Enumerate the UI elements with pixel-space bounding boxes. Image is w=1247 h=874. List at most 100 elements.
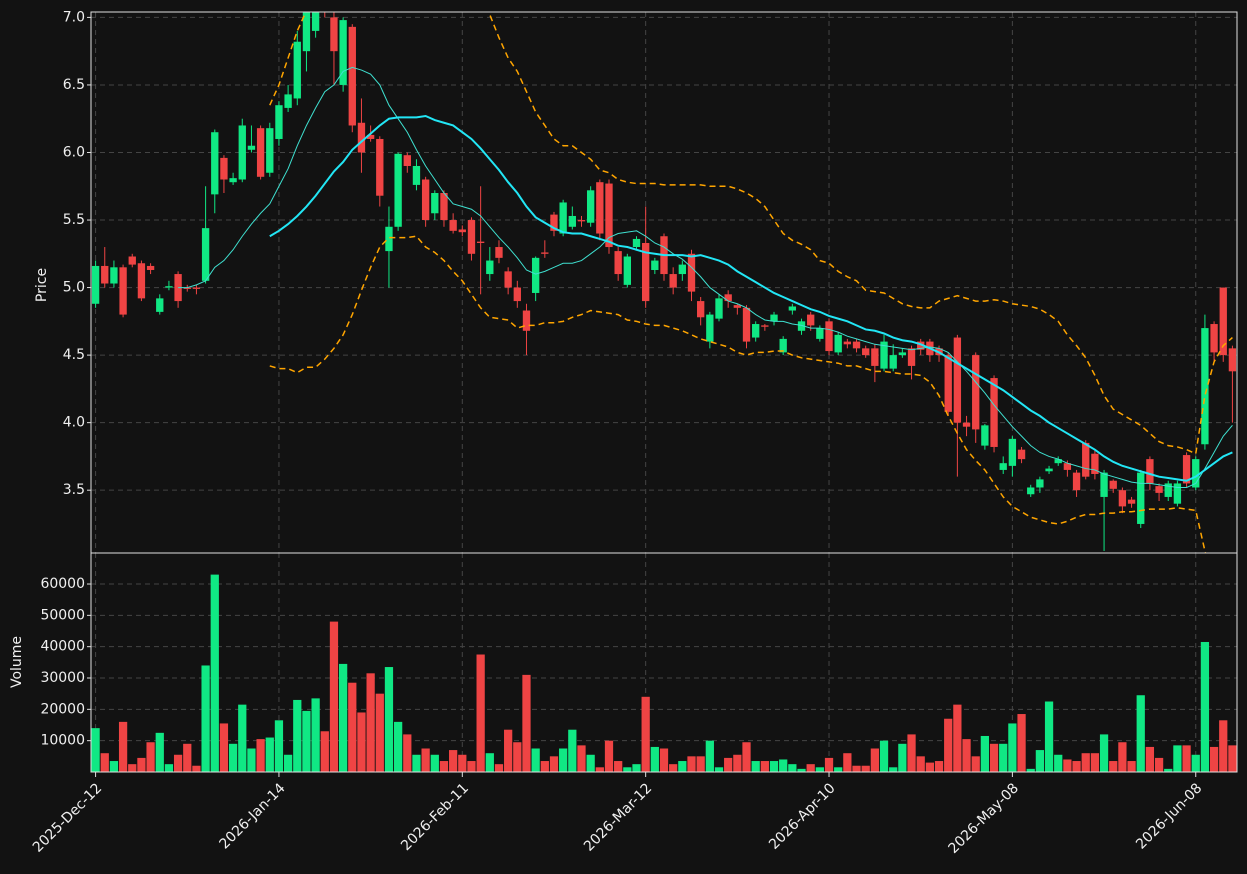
candle-body xyxy=(697,301,705,318)
candle-body xyxy=(1109,480,1117,489)
volume-bar xyxy=(944,718,953,772)
candle-body xyxy=(962,422,971,427)
y-tick-label: 4.5 xyxy=(63,347,85,363)
candle-body xyxy=(440,193,448,221)
y-tick-label: 50000 xyxy=(40,607,85,623)
candle-body xyxy=(541,252,549,254)
volume-bar xyxy=(559,748,568,772)
volume-bar xyxy=(659,748,669,772)
volume-bar xyxy=(238,704,247,772)
volume-bar xyxy=(641,696,650,772)
candle-body xyxy=(412,165,421,185)
volume-bar xyxy=(137,757,146,772)
volume-bar xyxy=(1228,745,1237,772)
volume-bar xyxy=(852,765,861,772)
volume-bar xyxy=(522,674,531,772)
candle-body xyxy=(504,271,512,288)
candle-body xyxy=(192,287,201,289)
candle-body xyxy=(816,328,824,339)
candle-body xyxy=(266,128,274,173)
candle-body xyxy=(431,193,439,214)
y-tick-label: 5.0 xyxy=(63,280,85,296)
volume-bar xyxy=(623,767,632,772)
volume-bar xyxy=(1072,761,1081,772)
volume-bar xyxy=(632,764,641,772)
volume-bar xyxy=(1063,759,1072,772)
volume-bar xyxy=(274,720,284,772)
volume-bar xyxy=(861,765,870,772)
line-series xyxy=(178,66,1233,488)
candle-body xyxy=(834,334,842,353)
volume-bar xyxy=(531,748,540,772)
candle-body xyxy=(458,229,466,233)
candle-body xyxy=(669,274,677,288)
candle-body xyxy=(586,190,595,223)
volume-bar xyxy=(1099,734,1109,772)
volume-bar xyxy=(100,753,109,772)
line-series xyxy=(269,114,1233,482)
y-tick-label: 6.5 xyxy=(63,77,85,93)
volume-bar xyxy=(338,663,348,772)
candle-body xyxy=(596,182,604,234)
volume-bar xyxy=(1109,761,1118,772)
candle-body xyxy=(467,220,476,254)
candle-body xyxy=(1063,463,1072,470)
candle-body xyxy=(146,265,155,271)
volume-bar xyxy=(1054,754,1063,772)
candle-body xyxy=(944,355,952,412)
candle-body xyxy=(907,348,916,366)
volume-bar xyxy=(824,757,834,772)
candle-body xyxy=(339,20,347,85)
volume-bar xyxy=(173,754,183,772)
candle-body xyxy=(1082,442,1090,477)
volume-bar xyxy=(879,740,889,772)
volume-bar xyxy=(586,754,595,772)
volume-bar xyxy=(384,667,394,772)
candle-body xyxy=(761,325,769,327)
candle-body xyxy=(917,341,925,350)
volume-bar xyxy=(797,768,806,772)
volume-bar xyxy=(1017,714,1026,772)
candle-body xyxy=(550,214,558,231)
candle-body xyxy=(165,286,173,288)
candle-body xyxy=(366,134,375,139)
volume-bar xyxy=(1219,720,1228,772)
candle-body xyxy=(797,321,806,331)
volume-bar xyxy=(375,693,384,772)
y-axis-label: Price xyxy=(34,268,50,302)
candle-body xyxy=(211,132,219,195)
volume-bar xyxy=(760,761,769,772)
candle-body xyxy=(220,157,228,180)
volume-bar xyxy=(394,721,403,772)
volume-bar xyxy=(302,710,311,772)
volume-bar xyxy=(485,753,494,772)
candle-body xyxy=(742,307,751,342)
candle-body xyxy=(91,265,100,304)
candle-body xyxy=(1228,348,1237,372)
volume-bar xyxy=(898,743,907,772)
candle-body xyxy=(1182,455,1191,484)
candle-body xyxy=(1017,449,1026,460)
volume-bar xyxy=(577,745,586,772)
volume-bar xyxy=(714,767,724,772)
volume-bar xyxy=(724,757,733,772)
volume-bar xyxy=(925,762,934,772)
volume-bar xyxy=(183,743,192,772)
volume-bar xyxy=(265,737,274,772)
candle-body xyxy=(990,378,998,447)
candle-body xyxy=(156,298,164,312)
candle-body xyxy=(1137,472,1145,524)
volume-bar xyxy=(192,765,201,772)
volume-bar xyxy=(815,767,824,772)
volume-bar xyxy=(247,748,256,772)
candle-body xyxy=(651,260,659,271)
candle-body xyxy=(898,352,907,356)
volume-bar xyxy=(733,754,742,772)
candle-body xyxy=(999,463,1007,470)
volume-bar xyxy=(742,742,751,772)
candle-body xyxy=(522,310,531,331)
y-tick-label: 60000 xyxy=(40,576,85,592)
volume-bar xyxy=(467,761,476,772)
y-tick-label: 7.0 xyxy=(63,9,85,25)
candle-body xyxy=(1201,328,1209,445)
